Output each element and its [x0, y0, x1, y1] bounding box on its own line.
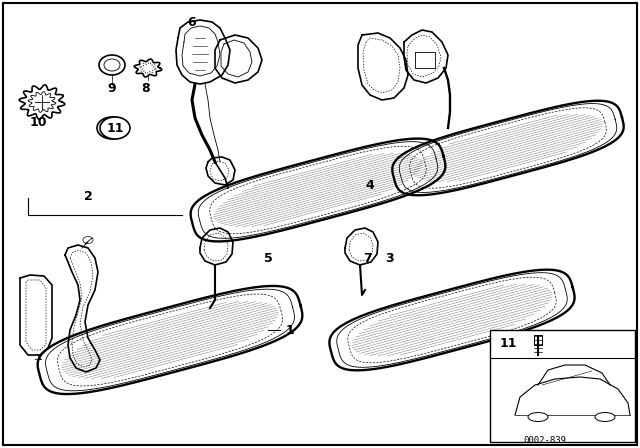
- Bar: [534, 335, 542, 345]
- Text: 4: 4: [365, 178, 374, 191]
- Text: 11: 11: [499, 336, 516, 349]
- Bar: [490, 330, 635, 442]
- Text: 2: 2: [84, 190, 92, 202]
- Text: 11: 11: [106, 121, 124, 134]
- Text: 1: 1: [285, 323, 294, 336]
- Text: 9: 9: [108, 82, 116, 95]
- Text: 5: 5: [264, 251, 273, 264]
- Text: 6: 6: [188, 16, 196, 29]
- Text: 3: 3: [386, 251, 394, 264]
- Text: 7: 7: [364, 251, 372, 264]
- Text: 10: 10: [29, 116, 47, 129]
- Ellipse shape: [97, 117, 127, 139]
- Ellipse shape: [595, 413, 615, 422]
- Text: 0002-839: 0002-839: [524, 435, 566, 444]
- Ellipse shape: [100, 117, 130, 139]
- Text: 8: 8: [141, 82, 150, 95]
- Ellipse shape: [528, 413, 548, 422]
